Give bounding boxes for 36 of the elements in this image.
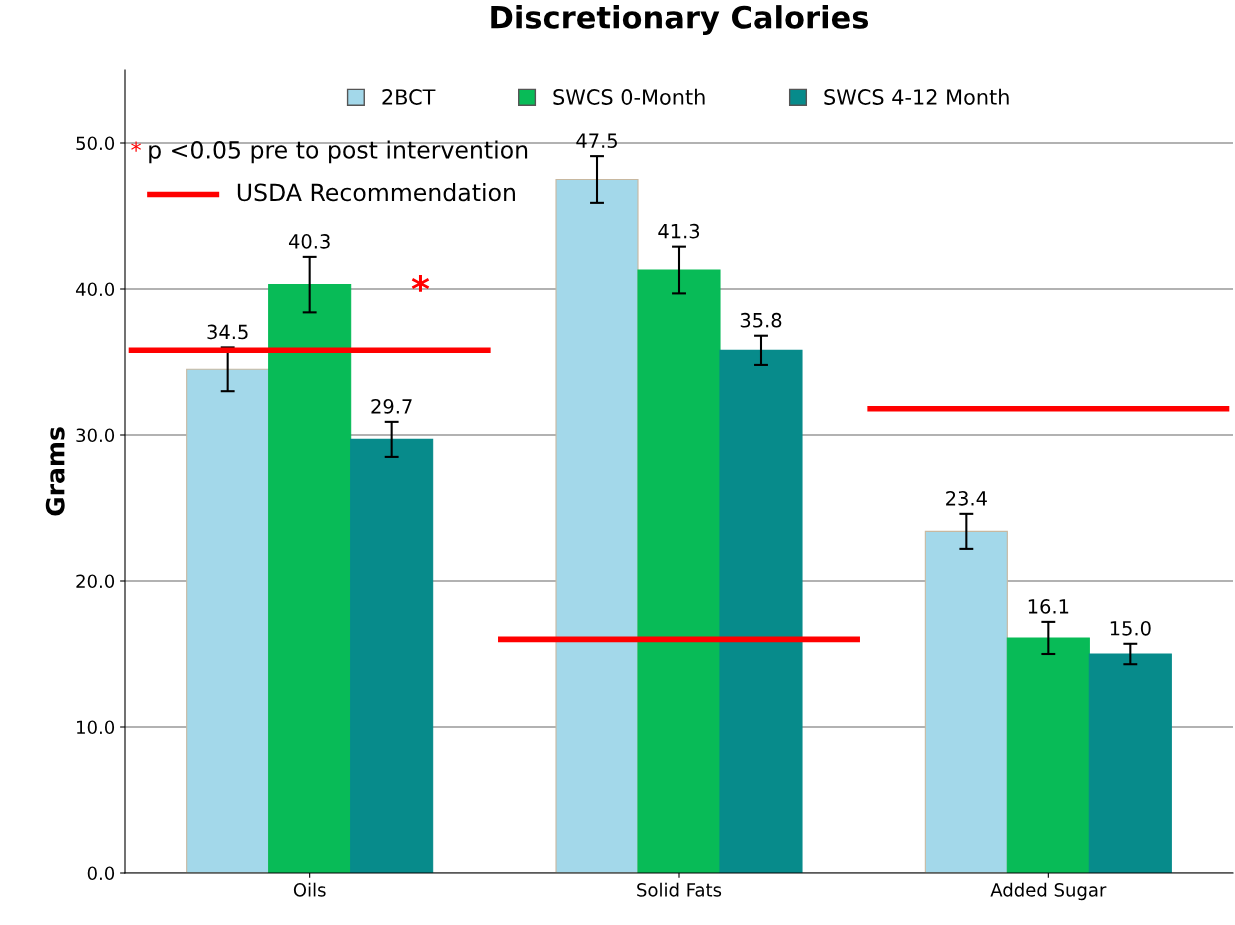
annotation: USDA Recommendation [237, 183, 515, 202]
bar [637, 269, 721, 873]
data-label: 16.1 [1028, 599, 1069, 614]
annotation: * [131, 141, 141, 152]
y-tick-label: 0.0 [87, 866, 115, 881]
y-tick-label: 30.0 [76, 428, 115, 443]
y-tick-label: 40.0 [75, 282, 115, 297]
data-label: 34.5 [207, 324, 248, 340]
legend-label: 2BCT [382, 89, 436, 105]
y-tick-label: 20.0 [76, 574, 115, 589]
bar [924, 530, 1008, 873]
annotation: p <0.05 pre to post intervention [149, 140, 528, 164]
data-label: 15.0 [1110, 620, 1151, 636]
x-tick-label: Solid Fats [637, 882, 722, 897]
x-tick-label: Oils [293, 882, 326, 897]
bar [268, 284, 352, 873]
data-label: 23.4 [946, 490, 987, 506]
legend-label: SWCS 0-Month [553, 88, 705, 105]
x-tick-label: Added Sugar [990, 882, 1107, 901]
data-label: 40.3 [288, 234, 330, 249]
bar [719, 349, 803, 873]
y-tick-label: 50.0 [76, 136, 115, 151]
bar [1006, 637, 1090, 873]
bar [555, 178, 639, 873]
chart-title: Discretionary Calories [491, 5, 869, 35]
data-label: 29.7 [371, 399, 412, 414]
bar [186, 368, 270, 873]
data-label: 47.5 [576, 133, 617, 148]
legend-label: SWCS 4-12 Month [824, 88, 1009, 105]
bar [350, 438, 434, 873]
bar [1088, 653, 1172, 873]
data-label: 35.8 [740, 312, 782, 328]
annotation: * [411, 275, 430, 292]
data-label: 41.3 [658, 223, 700, 239]
y-axis-title: Grams [45, 427, 65, 516]
y-tick-label: 10.0 [77, 720, 115, 735]
